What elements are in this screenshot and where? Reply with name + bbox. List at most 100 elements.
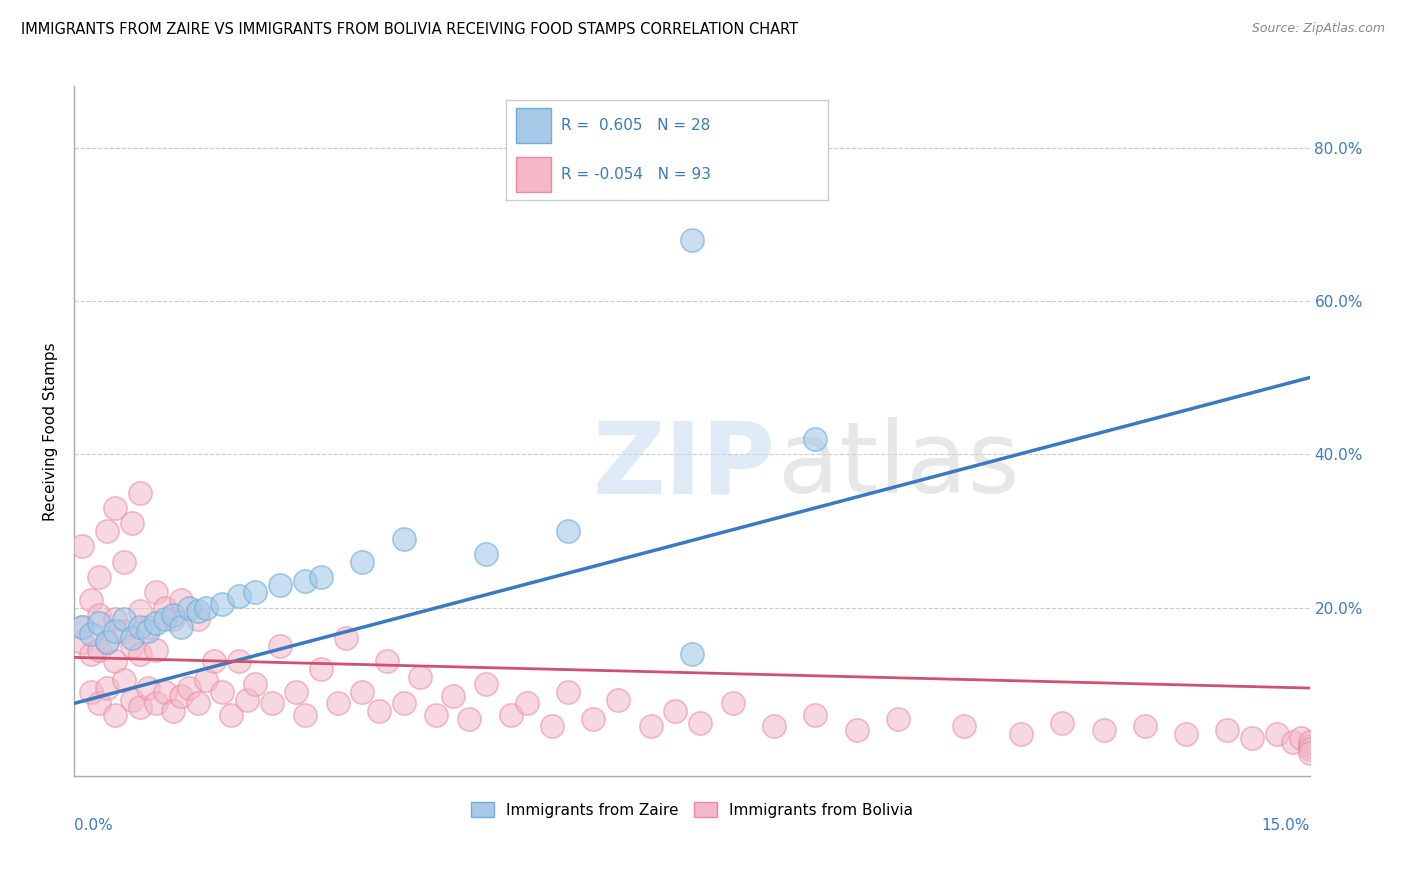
- Point: [96, 635, 118, 649]
- Point: [145, 697, 167, 711]
- Point: [1175, 727, 1198, 741]
- Point: [211, 685, 233, 699]
- Point: [681, 647, 703, 661]
- Point: [557, 685, 579, 699]
- Point: [79, 685, 101, 699]
- Point: [335, 631, 357, 645]
- Point: [145, 642, 167, 657]
- Point: [170, 620, 193, 634]
- Point: [79, 647, 101, 661]
- Point: [96, 635, 118, 649]
- Point: [269, 577, 291, 591]
- Point: [96, 524, 118, 538]
- Point: [129, 700, 152, 714]
- Point: [170, 689, 193, 703]
- Point: [79, 627, 101, 641]
- Point: [499, 707, 522, 722]
- Point: [294, 574, 316, 588]
- Point: [425, 707, 447, 722]
- Point: [72, 620, 94, 634]
- Y-axis label: Receiving Food Stamps: Receiving Food Stamps: [44, 342, 58, 521]
- Point: [121, 692, 143, 706]
- Point: [557, 524, 579, 538]
- Point: [194, 600, 217, 615]
- Point: [104, 654, 127, 668]
- Point: [367, 704, 389, 718]
- Point: [516, 697, 538, 711]
- Point: [1010, 727, 1032, 741]
- Point: [153, 600, 176, 615]
- Point: [228, 654, 250, 668]
- Point: [170, 593, 193, 607]
- Point: [1052, 715, 1074, 730]
- Point: [1265, 727, 1288, 741]
- Point: [121, 631, 143, 645]
- Point: [1092, 723, 1115, 738]
- Point: [162, 704, 184, 718]
- Point: [245, 585, 267, 599]
- Point: [112, 673, 135, 688]
- Point: [689, 715, 711, 730]
- Point: [804, 707, 827, 722]
- Point: [87, 570, 110, 584]
- Point: [1240, 731, 1263, 745]
- Point: [219, 707, 242, 722]
- Point: [179, 681, 201, 695]
- Point: [886, 712, 908, 726]
- Point: [104, 624, 127, 638]
- Point: [326, 697, 349, 711]
- Point: [121, 639, 143, 653]
- Point: [285, 685, 308, 699]
- Point: [681, 233, 703, 247]
- Text: 0.0%: 0.0%: [75, 818, 112, 832]
- Text: ZIP: ZIP: [593, 417, 776, 515]
- Legend: Immigrants from Zaire, Immigrants from Bolivia: Immigrants from Zaire, Immigrants from B…: [464, 796, 920, 823]
- Point: [72, 539, 94, 553]
- Point: [112, 555, 135, 569]
- Point: [121, 516, 143, 531]
- Point: [352, 685, 374, 699]
- Point: [96, 681, 118, 695]
- Point: [162, 612, 184, 626]
- Point: [112, 612, 135, 626]
- Text: atlas: atlas: [779, 417, 1019, 515]
- Point: [129, 485, 152, 500]
- Point: [179, 600, 201, 615]
- Point: [87, 642, 110, 657]
- Point: [392, 532, 415, 546]
- Point: [129, 604, 152, 618]
- Point: [136, 681, 159, 695]
- Point: [202, 654, 225, 668]
- Point: [162, 608, 184, 623]
- Point: [129, 620, 152, 634]
- Point: [294, 707, 316, 722]
- Point: [245, 677, 267, 691]
- Point: [87, 697, 110, 711]
- Point: [721, 697, 744, 711]
- Text: IMMIGRANTS FROM ZAIRE VS IMMIGRANTS FROM BOLIVIA RECEIVING FOOD STAMPS CORRELATI: IMMIGRANTS FROM ZAIRE VS IMMIGRANTS FROM…: [21, 22, 799, 37]
- Point: [1291, 731, 1313, 745]
- Point: [153, 685, 176, 699]
- Point: [1282, 735, 1305, 749]
- Point: [540, 719, 562, 733]
- Point: [1298, 742, 1320, 756]
- Point: [392, 697, 415, 711]
- Point: [1133, 719, 1156, 733]
- Point: [352, 555, 374, 569]
- Point: [104, 500, 127, 515]
- Point: [1298, 746, 1320, 760]
- Point: [269, 639, 291, 653]
- Point: [79, 593, 101, 607]
- Point: [228, 589, 250, 603]
- Point: [763, 719, 786, 733]
- Point: [72, 620, 94, 634]
- Point: [145, 585, 167, 599]
- Point: [845, 723, 868, 738]
- Point: [236, 692, 259, 706]
- Text: 15.0%: 15.0%: [1261, 818, 1309, 832]
- Point: [187, 697, 209, 711]
- Point: [136, 624, 159, 638]
- Point: [145, 615, 167, 630]
- Text: Source: ZipAtlas.com: Source: ZipAtlas.com: [1251, 22, 1385, 36]
- Point: [475, 547, 498, 561]
